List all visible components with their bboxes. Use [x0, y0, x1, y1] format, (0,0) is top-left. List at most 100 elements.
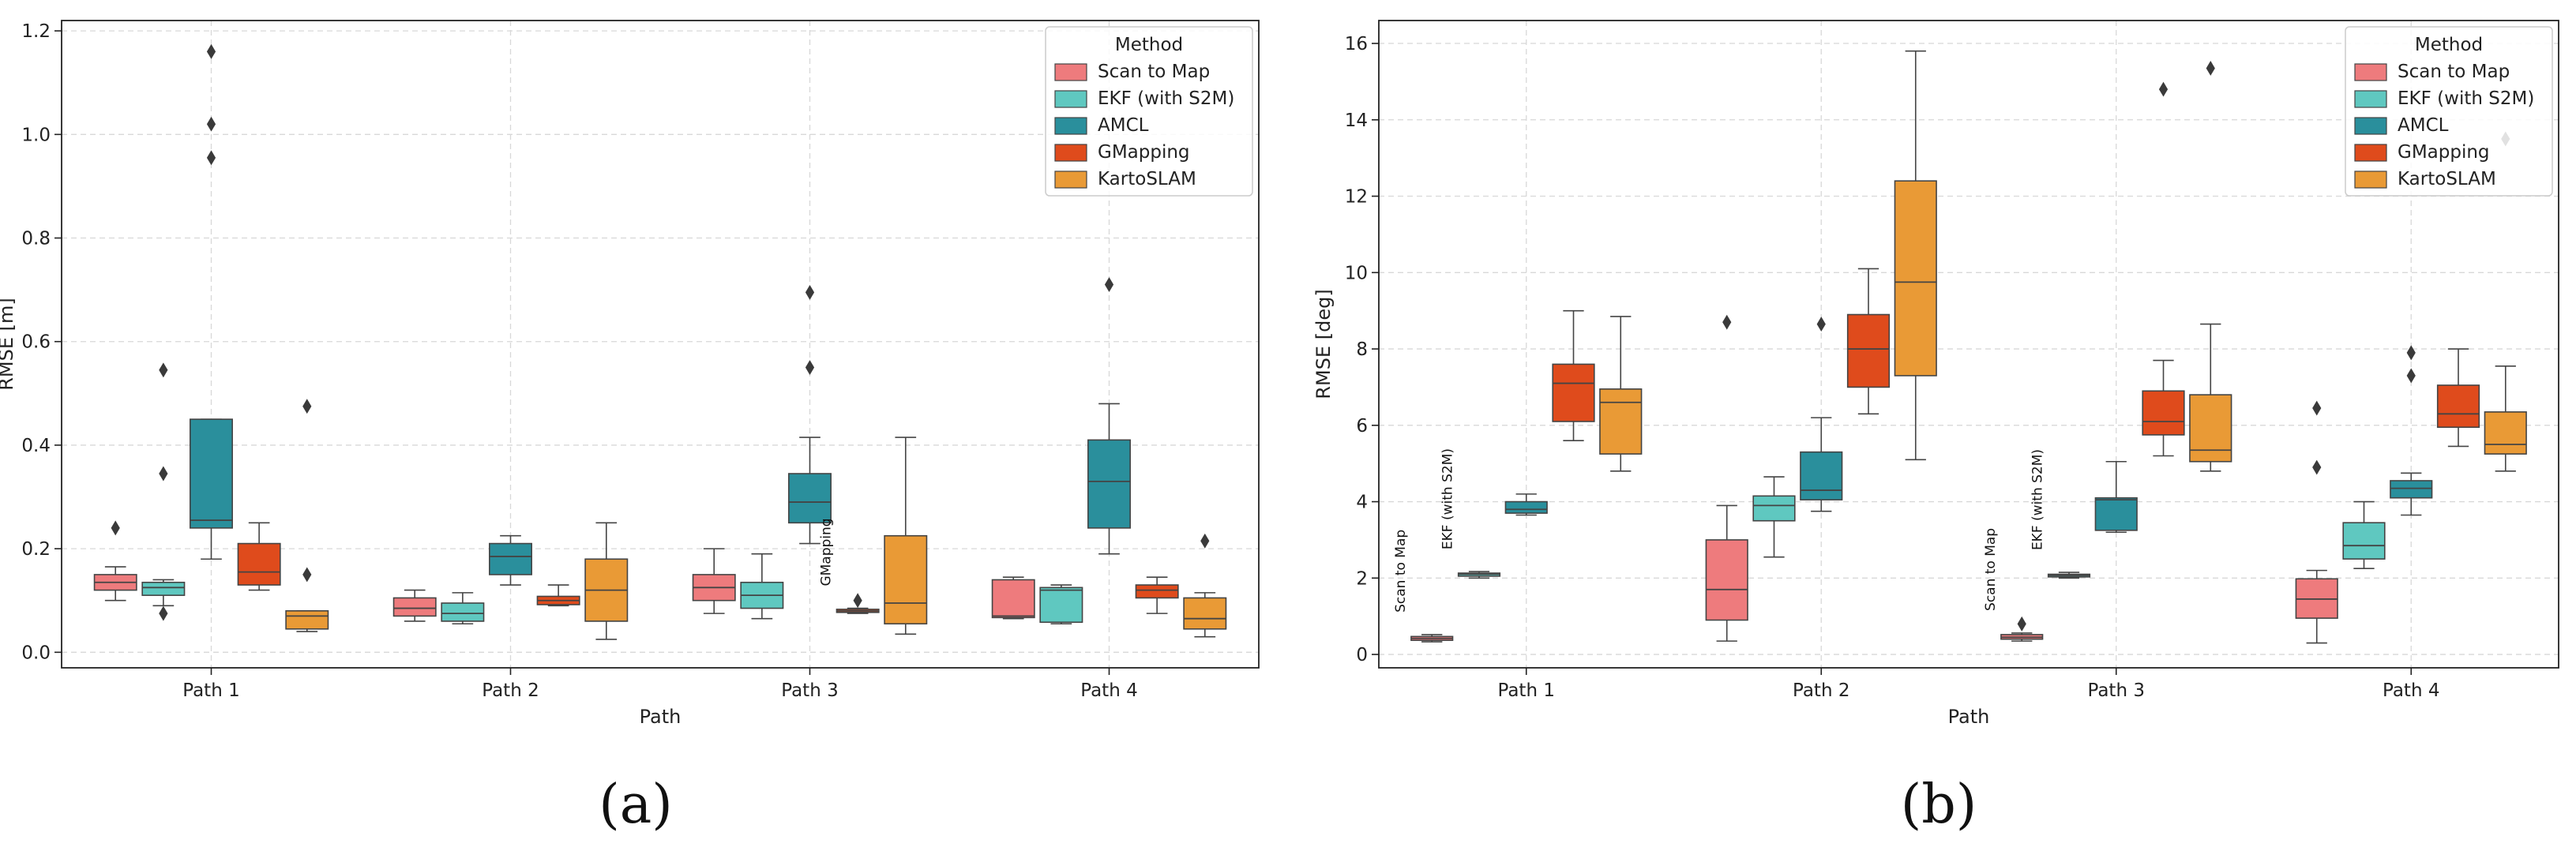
x-tick-label: Path 3: [781, 680, 838, 701]
box-body: [1087, 439, 1131, 529]
y-tick-label: 2: [1356, 568, 1368, 589]
gridlines: [1379, 21, 2559, 668]
y-tick-label: 1.2: [21, 21, 51, 42]
box-amcl-path-3: [2094, 460, 2138, 534]
box-amcl-path-2: [489, 534, 532, 586]
y-tick-label: 0: [1356, 645, 1368, 665]
outlier-point: [206, 150, 216, 166]
y-axis-label: RMSE [m]: [0, 298, 17, 391]
y-axis-label: RMSE [deg]: [1312, 289, 1335, 399]
box-gmapping-path-4: [1135, 576, 1179, 614]
box-body: [2484, 411, 2527, 455]
box-body: [1135, 584, 1179, 599]
rotated-annotation: EKF (with S2M): [2030, 449, 2046, 550]
legend-swatch-gmapping: [2354, 144, 2387, 162]
boxplots: [1410, 50, 2527, 644]
box-ekf-with-s2m-path-2: [1752, 476, 1796, 558]
y-tick-label: 1.0: [21, 125, 51, 145]
outlier-point: [2406, 368, 2416, 384]
y-tick-label: 10: [1345, 263, 1368, 283]
box-scan-to-map-path-4: [2295, 400, 2338, 644]
box-scan-to-map-path-1: [93, 520, 137, 602]
box-gmapping-path-3: [836, 593, 880, 614]
legend-swatch-gmapping: [1054, 144, 1087, 162]
box-gmapping-path-2: [536, 584, 580, 607]
box-scan-to-map-path-1: [1410, 634, 1454, 643]
box-kartoslam-path-2: [584, 522, 629, 640]
outlier-point: [1722, 314, 1732, 330]
box-ekf-with-s2m-path-4: [2342, 500, 2386, 570]
outlier-point: [159, 605, 168, 621]
outlier-point: [302, 567, 312, 583]
outlier-point: [302, 399, 312, 414]
legend-swatch-amcl: [2354, 117, 2387, 135]
outlier-point: [2158, 81, 2169, 97]
x-axis-label: Path: [1948, 706, 1990, 728]
box-kartoslam-path-3: [884, 437, 928, 635]
box-body: [1599, 388, 1643, 455]
rotated-annotation: EKF (with S2M): [1440, 448, 1456, 549]
legend-box: [2345, 26, 2553, 197]
panel-caption: (b): [1901, 774, 1977, 836]
y-tick-label: 8: [1356, 339, 1368, 360]
box-body: [2342, 522, 2386, 560]
box-body: [190, 418, 233, 529]
legend-title: Method: [1115, 35, 1183, 55]
box-gmapping-path-1: [1552, 309, 1595, 441]
legend-label-scan-to-map: Scan to Map: [1098, 62, 1210, 82]
legend-swatch-scan-to-map: [2354, 63, 2387, 81]
legend-label-gmapping: GMapping: [2398, 142, 2490, 163]
box-scan-to-map-path-2: [392, 589, 437, 622]
outlier-point: [2312, 400, 2322, 416]
x-axis: Path 1 Path 2 Path 3 Path 4: [1498, 668, 2439, 701]
box-body: [2436, 384, 2480, 429]
box-amcl-path-1: [1504, 493, 1548, 516]
box-kartoslam-path-3: [2189, 61, 2232, 472]
box-body: [884, 534, 928, 625]
box-body: [285, 610, 329, 630]
y-axis: 0.0 0.2 0.4 0.6 0.8 1.0 1.2: [21, 21, 62, 663]
boxplots: [93, 43, 1227, 640]
box-ekf-with-s2m-path-1: [141, 362, 186, 621]
legend-title: Method: [2415, 35, 2483, 55]
y-tick-label: 14: [1345, 111, 1368, 131]
box-body: [788, 473, 832, 524]
outlier-point: [2206, 61, 2215, 76]
outlier-point: [2312, 459, 2322, 475]
legend-label-ekf-with-s2m: EKF (with S2M): [1098, 88, 1234, 109]
box-body: [489, 542, 532, 575]
x-tick-label: Path 3: [2088, 680, 2145, 701]
y-tick-label: 6: [1356, 416, 1368, 437]
panel-caption: (a): [599, 774, 673, 836]
box-body: [991, 579, 1035, 619]
box-gmapping-path-2: [1846, 268, 1891, 415]
outlier-point: [206, 116, 216, 132]
outlier-point: [2406, 345, 2416, 361]
box-scan-to-map-path-3: [2000, 616, 2044, 642]
x-tick-label: Path 2: [1793, 680, 1849, 701]
y-tick-label: 0.8: [21, 229, 51, 249]
box-ekf-with-s2m-path-1: [1457, 571, 1501, 579]
y-tick-label: 0.2: [21, 539, 51, 560]
plot-frame: [1378, 20, 2559, 669]
box-gmapping-path-4: [2436, 348, 2480, 448]
panel-b-rmse-degrees: Scan to Map EKF (with S2M) Scan to Map EKF …: [1312, 20, 2559, 836]
box-body: [141, 581, 186, 596]
box-scan-to-map-path-2: [1705, 314, 1748, 642]
outlier-point: [159, 362, 168, 378]
box-body: [1039, 587, 1083, 624]
box-amcl-path-3: [788, 284, 832, 545]
x-tick-label: Path 1: [1498, 680, 1555, 701]
legend-swatch-scan-to-map: [1054, 63, 1087, 81]
legend-label-amcl: AMCL: [1098, 115, 1149, 136]
box-body: [2142, 390, 2185, 436]
x-tick-label: Path 1: [182, 680, 239, 701]
outlier-point: [159, 466, 168, 482]
box-kartoslam-path-1: [285, 399, 329, 632]
box-body: [1552, 363, 1595, 422]
y-axis: 0 2 4 6 8 10 12 14 16: [1345, 34, 1379, 665]
box-ekf-with-s2m-path-4: [1039, 584, 1083, 625]
box-body: [237, 542, 281, 586]
outlier-point: [1200, 533, 1210, 549]
box-body: [392, 597, 437, 617]
